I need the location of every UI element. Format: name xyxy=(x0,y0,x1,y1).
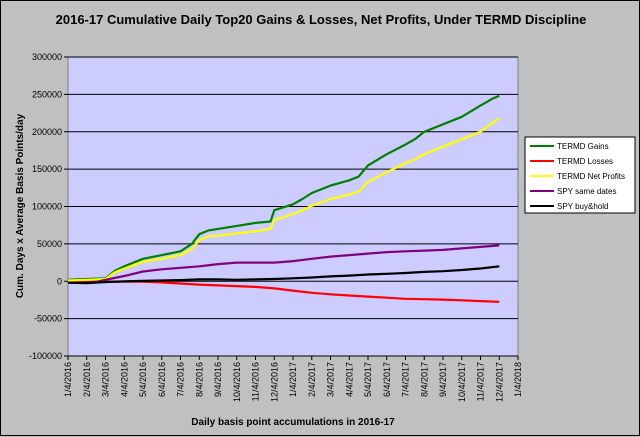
x-tick-label: 1/4/2018 xyxy=(513,362,523,397)
x-tick-label: 12/4/2016 xyxy=(269,362,279,402)
x-tick-label: 11/4/2016 xyxy=(251,362,261,401)
x-tick-label: 8/4/2017 xyxy=(419,362,429,397)
x-axis-label: Daily basis point accumulations in 2016-… xyxy=(191,417,395,428)
x-tick-label: 12/4/2017 xyxy=(494,362,504,402)
y-tick-label: 200000 xyxy=(32,127,62,137)
x-tick-label: 5/4/2016 xyxy=(138,362,148,397)
x-axis-ticks: 1/4/2016 2/4/2016 3/4/2016 4/4/2016 5/4/2016… xyxy=(63,356,523,402)
y-tick-label: -50000 xyxy=(34,314,62,324)
x-tick-label: 6/4/2017 xyxy=(382,362,392,397)
x-tick-label: 5/4/2017 xyxy=(363,362,373,397)
legend-label: TERMD Gains xyxy=(557,142,609,151)
x-tick-label: 8/4/2016 xyxy=(194,362,204,397)
y-tick-label: 50000 xyxy=(37,239,62,249)
chart-title: 2016-17 Cumulative Daily Top20 Gains & L… xyxy=(56,12,587,27)
x-tick-label: 10/4/2016 xyxy=(232,362,242,402)
series-line-termd-gains xyxy=(67,94,500,281)
y-tick-label: 150000 xyxy=(32,164,62,174)
legend-label: SPY buy&hold xyxy=(557,202,608,211)
x-tick-label: 4/4/2017 xyxy=(344,362,354,397)
x-tick-label: 3/4/2017 xyxy=(326,362,336,397)
series-lines xyxy=(67,94,500,303)
y-tick-label: 0 xyxy=(57,276,62,286)
y-tick-label: 100000 xyxy=(32,202,62,212)
y-axis-ticks: -100000 -50000 0 50000 100000 150000 200000 250… xyxy=(29,52,68,361)
series-line-spy-buy-hold xyxy=(67,265,500,285)
series-line-termd-net-profits xyxy=(67,117,500,282)
x-tick-label: 7/4/2016 xyxy=(176,362,186,397)
y-tick-label: 300000 xyxy=(32,52,62,62)
x-tick-label: 1/4/2017 xyxy=(288,362,298,397)
x-tick-label: 10/4/2017 xyxy=(457,362,467,402)
x-tick-label: 9/4/2016 xyxy=(213,362,223,397)
x-tick-label: 1/4/2016 xyxy=(63,362,73,397)
legend-label: SPY same dates xyxy=(557,187,616,196)
legend: TERMD Gains TERMD Losses TERMD Net Profits… xyxy=(524,136,636,214)
x-tick-label: 2/4/2016 xyxy=(82,362,92,397)
x-tick-label: 9/4/2017 xyxy=(438,362,448,397)
series-line-spy-same-dates xyxy=(68,244,500,284)
legend-label: TERMD Net Profits xyxy=(557,172,625,181)
y-tick-label: -100000 xyxy=(29,351,62,361)
y-tick-label: 250000 xyxy=(32,89,62,99)
x-tick-label: 4/4/2016 xyxy=(119,362,129,397)
legend-label: TERMD Losses xyxy=(557,157,613,166)
x-tick-label: 6/4/2016 xyxy=(157,362,167,397)
x-tick-label: 11/4/2017 xyxy=(476,362,486,401)
x-tick-label: 2/4/2017 xyxy=(307,362,317,397)
x-tick-label: 3/4/2016 xyxy=(101,362,111,397)
x-tick-label: 7/4/2017 xyxy=(401,362,411,397)
y-axis-label: Cum. Days x Average Basis Points/day xyxy=(15,113,26,298)
